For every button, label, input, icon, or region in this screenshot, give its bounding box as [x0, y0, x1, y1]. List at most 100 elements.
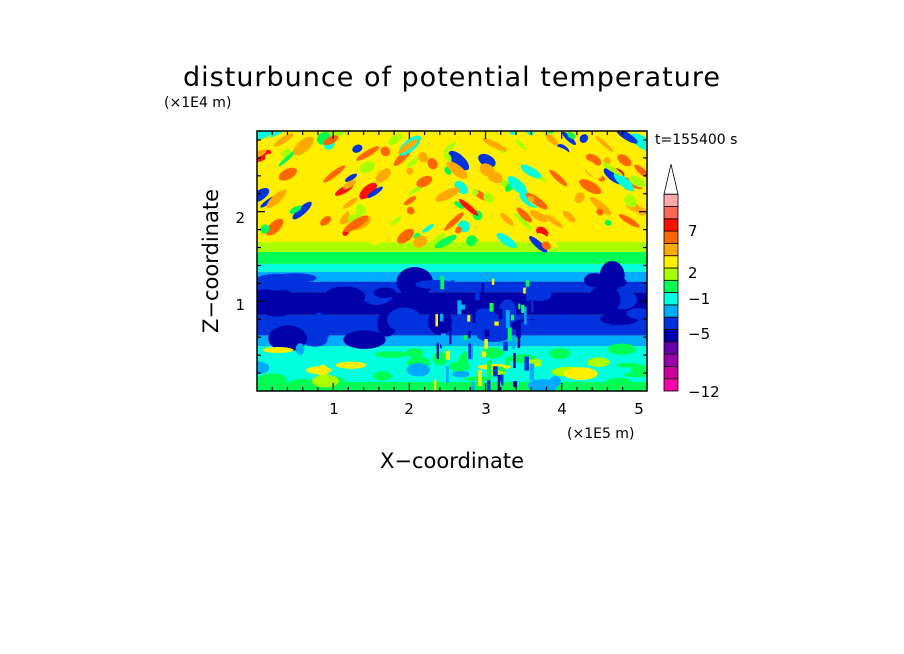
- contour-cell: [497, 374, 501, 391]
- contour-cell: [446, 161, 468, 179]
- contour-cell: [529, 210, 548, 223]
- contour-cell: [528, 315, 531, 329]
- contour-cell: [380, 146, 391, 157]
- contour-cell: [562, 131, 576, 145]
- contour-cell: [503, 341, 508, 351]
- contour-cell: [435, 314, 439, 327]
- contour-cell: [510, 314, 515, 321]
- y-unit-label: (×1E4 m): [164, 95, 231, 111]
- contour-cell: [472, 312, 476, 323]
- contour-cell: [521, 304, 525, 313]
- contour-cell: [335, 361, 367, 369]
- contour-cell: [278, 167, 297, 181]
- contour-cell: [509, 131, 517, 136]
- contour-cell: [344, 173, 358, 182]
- contour-cell: [323, 165, 346, 183]
- contour-cell: [289, 378, 317, 391]
- contour-cell: [289, 205, 302, 214]
- contour-cell: [273, 133, 294, 147]
- contour-cell: [494, 321, 499, 326]
- contour-cell: [617, 154, 632, 167]
- colorbar-segment: [663, 365, 679, 380]
- contour-cell: [482, 137, 508, 152]
- contour-cell: [434, 379, 437, 391]
- contour-cell: [516, 207, 533, 223]
- x-tick-label: 4: [557, 400, 567, 418]
- contour-cell: [386, 307, 422, 333]
- contour-cell: [476, 330, 511, 342]
- contour-cell: [613, 172, 634, 192]
- contour-cell: [440, 276, 445, 290]
- contour-cell: [544, 214, 563, 228]
- contour-cell: [498, 309, 503, 320]
- contour-cell: [348, 207, 357, 215]
- contour-cell: [604, 377, 634, 390]
- contour-cell: [624, 194, 638, 208]
- contour-cell: [507, 176, 527, 195]
- contour-cell: [396, 267, 433, 298]
- contour-cell: [517, 335, 521, 349]
- contour-cell: [526, 288, 552, 301]
- y-axis-label: Z−coordinate: [199, 189, 223, 333]
- contour-cell: [616, 131, 638, 144]
- contour-cell: [418, 151, 429, 163]
- contour-cell: [634, 164, 647, 178]
- contour-cell: [513, 352, 516, 369]
- contour-cell: [562, 210, 576, 223]
- contour-cell: [527, 195, 535, 203]
- contour-cell: [405, 348, 424, 358]
- contour-cell: [478, 369, 482, 387]
- colorbar-extend-arrow: [663, 164, 679, 195]
- x-axis-label: X−coordinate: [380, 449, 524, 473]
- contour-cell: [545, 133, 559, 146]
- colorbar-segment: [663, 316, 679, 330]
- contour-cell: [589, 196, 612, 216]
- contour-cell: [306, 366, 332, 375]
- time-label: t=155400 s: [655, 132, 737, 148]
- contour-cell: [262, 347, 294, 354]
- contour-cell: [507, 327, 512, 341]
- contour-cell: [398, 139, 419, 154]
- contour-cell: [352, 144, 363, 153]
- contour-cell: [436, 342, 439, 359]
- contour-cell: [441, 333, 446, 346]
- contour-cell: [513, 212, 533, 231]
- contour-cell: [462, 351, 467, 368]
- colorbar-segment: [663, 378, 679, 392]
- contour-cell: [616, 362, 641, 368]
- contour-cell: [422, 223, 435, 233]
- contour-cell: [257, 289, 279, 309]
- contour-cell: [327, 199, 340, 211]
- x-tick-label: 3: [481, 400, 491, 418]
- colorbar-segment: [663, 304, 679, 318]
- colorbar-segment: [663, 353, 679, 367]
- contour-band: [257, 263, 647, 272]
- contour-cell: [413, 235, 428, 248]
- contour-cell: [406, 363, 431, 377]
- colorbar-segment: [663, 218, 679, 232]
- contour-band: [257, 242, 647, 253]
- contour-cell: [520, 164, 542, 179]
- colorbar-segment: [663, 242, 679, 257]
- contour-cell: [264, 153, 275, 164]
- contour-cell: [355, 204, 367, 215]
- contour-cell: [449, 326, 452, 345]
- contour-cell: [323, 135, 339, 146]
- contour-cell: [500, 213, 514, 226]
- contour-cell: [397, 228, 415, 244]
- contour-cell: [516, 322, 521, 338]
- contour-cell: [537, 232, 559, 248]
- contour-cell: [621, 224, 638, 236]
- contour-cell: [486, 380, 491, 391]
- contour-cell: [373, 287, 396, 299]
- contour-cell: [478, 153, 496, 168]
- contour-cell: [278, 149, 297, 167]
- contour-cell: [595, 136, 614, 153]
- contour-cell: [607, 343, 636, 355]
- contour-cell: [312, 374, 339, 388]
- colorbar-segment: [663, 341, 679, 355]
- contour-cell: [524, 306, 527, 325]
- contour-cell: [549, 375, 561, 387]
- contour-cell: [443, 152, 452, 162]
